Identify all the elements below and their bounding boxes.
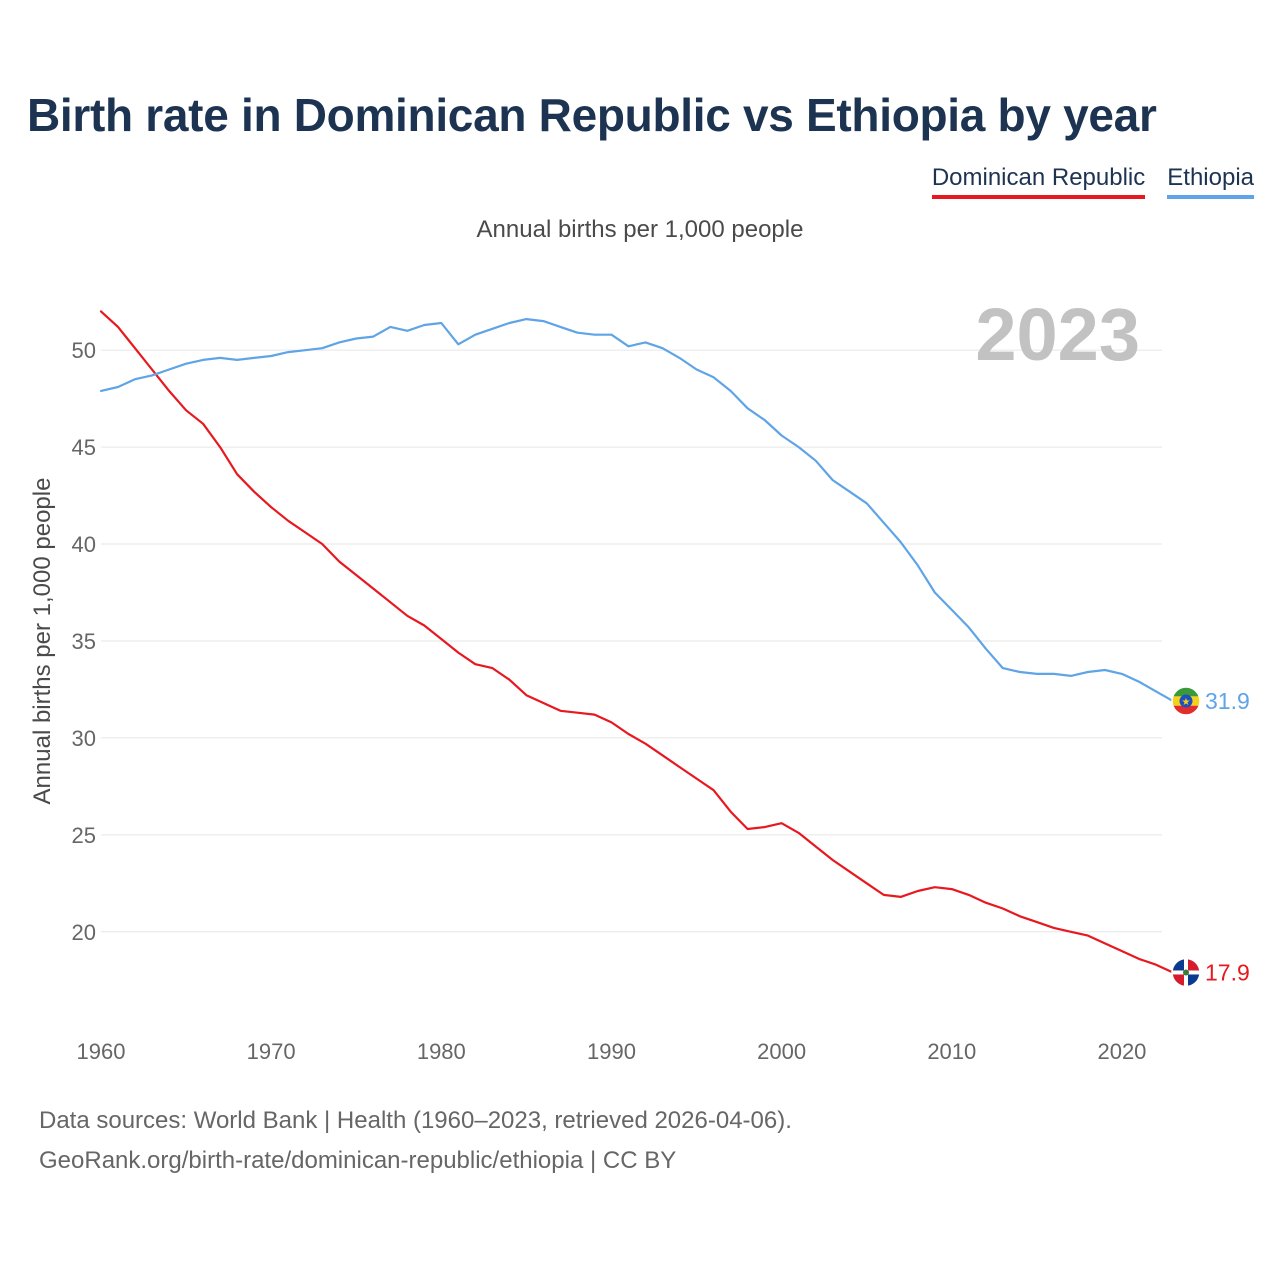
series-line-ethiopia[interactable] [99,318,1175,703]
year-watermark: 2023 [975,293,1140,376]
y-tick-label: 25 [72,823,96,848]
y-tick-label: 35 [72,629,96,654]
x-tick-label: 2020 [1097,1039,1146,1064]
end-value-label-dominican-republic: 17.9 [1205,959,1250,985]
legend: Dominican Republic Ethiopia [931,164,1254,199]
chart-subtitle: Annual births per 1,000 people [476,216,804,243]
series-lines [99,310,1175,974]
svg-text:★: ★ [1182,697,1191,708]
series-endpoints: 17.9 ★ 31.9 [1171,686,1250,988]
y-tick-label: 30 [72,726,96,751]
x-tick-label: 2010 [927,1039,976,1064]
end-value-label-ethiopia: 31.9 [1205,688,1250,714]
axis-ticks: 20 25 30 35 40 45 50 1960 1970 1980 1990 2000 2010 20… [72,338,1147,1064]
footer-sources: Data sources: World Bank | Health (1960–… [39,1107,792,1134]
x-tick-label: 1960 [77,1039,126,1064]
x-tick-label: 1970 [247,1039,296,1064]
x-tick-label: 1990 [587,1039,636,1064]
footer-attribution[interactable]: GeoRank.org/birth-rate/dominican-republi… [39,1147,677,1174]
y-tick-label: 20 [72,920,96,945]
flag-ethiopia-icon: ★ [1171,686,1201,716]
legend-item-ethiopia[interactable]: Ethiopia [1167,164,1254,199]
y-tick-label: 50 [72,338,96,363]
grid-lines [101,349,1162,933]
chart-title: Birth rate in Dominican Republic vs Ethi… [27,89,1157,141]
y-tick-label: 40 [72,532,96,557]
legend-item-dominican-republic[interactable]: Dominican Republic [931,164,1146,199]
x-tick-label: 2000 [757,1039,806,1064]
x-tick-label: 1980 [417,1039,466,1064]
y-tick-label: 45 [72,435,96,460]
series-line-dominican-republic[interactable] [99,310,1175,974]
y-axis-label: Annual births per 1,000 people [29,478,56,805]
flag-dominican-republic-icon [1171,957,1201,988]
